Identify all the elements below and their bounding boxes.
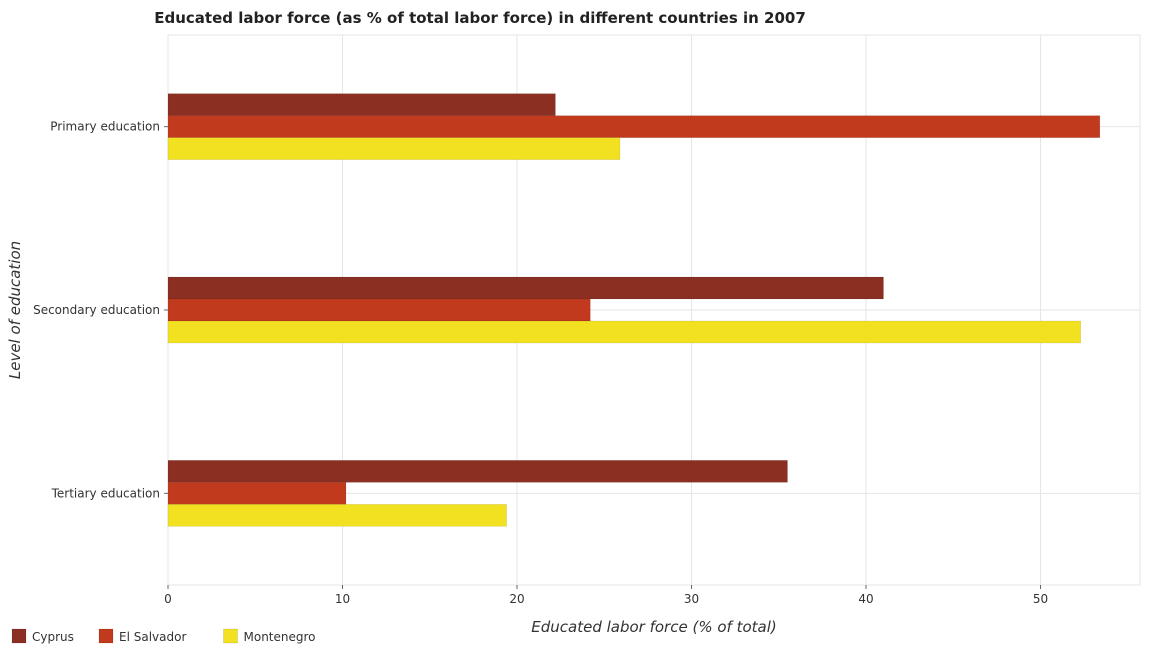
legend-label: Cyprus [32, 630, 74, 644]
legend-label: Montenegro [244, 630, 316, 644]
bar-cyprus [167, 276, 884, 300]
bar-cyprus [167, 93, 556, 116]
y-tick-label: Tertiary education [51, 486, 160, 500]
legend-swatch [11, 628, 27, 644]
x-tick-label: 0 [164, 592, 172, 606]
x-axis-label: Educated labor force (% of total) [531, 618, 776, 636]
legend-label: El Salvador [119, 630, 186, 644]
y-tick-label: Primary education [50, 120, 160, 134]
bar-montenegro [167, 137, 621, 160]
bar-el-salvador [167, 115, 1101, 138]
axes: 0 10 20 30 40 50 Primary education Secondary ed… [33, 120, 1048, 606]
x-tick-label: 30 [684, 592, 699, 606]
legend: Cyprus El Salvador Montenegro [11, 628, 316, 644]
bar-montenegro [167, 320, 1081, 344]
y-axis-label: Level of education [6, 241, 24, 379]
x-tick-label: 10 [335, 592, 350, 606]
legend-swatch [223, 628, 238, 644]
bar-cyprus [167, 460, 788, 483]
bar-el-salvador [167, 482, 347, 505]
x-tick-label: 20 [509, 592, 524, 606]
bar-el-salvador [167, 298, 591, 322]
bars [167, 93, 1101, 527]
x-tick-label: 40 [858, 592, 873, 606]
x-tick-label: 50 [1033, 592, 1048, 606]
legend-swatch [98, 628, 114, 644]
y-tick-label: Secondary education [33, 303, 160, 317]
chart-title: Educated labor force (as % of total labo… [154, 9, 806, 27]
bar-montenegro [167, 504, 507, 527]
